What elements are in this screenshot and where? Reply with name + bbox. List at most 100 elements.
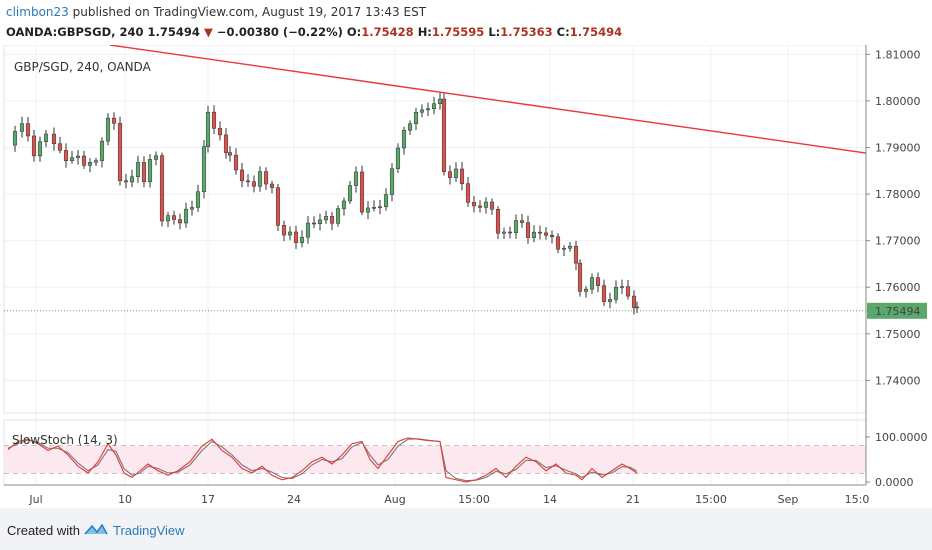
author-link[interactable]: climbon23 [6, 5, 69, 19]
candle-body [129, 176, 135, 183]
close-label: C: [556, 25, 570, 39]
candle-body [407, 123, 413, 131]
candle-body [507, 231, 513, 234]
candle-body [459, 168, 465, 184]
high-value: 1.75595 [431, 25, 485, 39]
candle-body [269, 183, 275, 188]
candle-body [245, 180, 251, 183]
candle-body [217, 128, 223, 136]
candle-body [317, 219, 323, 224]
candle-body [323, 216, 329, 221]
candle-body [299, 236, 305, 243]
candle-body [589, 277, 595, 290]
candle-body [123, 180, 129, 183]
candle-body [81, 155, 87, 166]
price-chart[interactable]: 1.81000 1.80000 1.79000 1.78000 1.77000 1.760… [0, 45, 932, 508]
candle-body [619, 286, 625, 288]
publish-text: published on TradingView.com, August 19,… [72, 5, 427, 19]
candle-body [573, 245, 579, 264]
candle-body [147, 159, 153, 183]
candle-body [347, 185, 353, 202]
candle-body [537, 231, 543, 234]
candle-body [227, 152, 233, 156]
candle-body [549, 235, 555, 238]
candle-body [359, 171, 365, 213]
price-tick-label: 1.80000 [875, 95, 921, 108]
stoch-lines [7, 437, 638, 483]
stoch-title: SlowStoch (14, 3) [12, 433, 118, 447]
candle-body [201, 146, 207, 193]
tradingview-link[interactable]: TradingView [113, 523, 185, 538]
high-label: H: [417, 25, 432, 39]
candle-body [195, 191, 201, 208]
candle-body [57, 143, 63, 151]
candle-body [223, 134, 229, 153]
candle-body [99, 140, 105, 161]
candle-body [431, 103, 437, 109]
price-tick-label: 1.74000 [875, 374, 921, 387]
price-pane [3, 45, 867, 414]
price-change: −0.00380 (−0.22%) [216, 25, 343, 39]
candle-body [329, 216, 335, 224]
candle-body [489, 201, 495, 210]
candle-body [389, 168, 395, 195]
candle-body [159, 155, 165, 222]
last-price-tag: 1.75494 [867, 302, 927, 319]
candle-body [12, 131, 18, 146]
candle-body [105, 117, 111, 142]
candle-body [583, 288, 589, 292]
stoch-band [4, 446, 866, 473]
candle-body [117, 123, 123, 182]
created-with-text: Created with [7, 523, 80, 538]
candle-body [495, 209, 501, 234]
candle-body [453, 168, 459, 178]
candle-body [441, 98, 447, 172]
time-tick-label: 15:00 [458, 493, 490, 506]
candle-body [305, 222, 311, 238]
stoch-tick-label: 0.0000 [875, 476, 914, 489]
price-tick-label: 1.77000 [875, 235, 921, 248]
close-value: 1.75494 [569, 25, 623, 39]
candle-body [51, 133, 57, 145]
time-tick-label: Sep [778, 493, 799, 506]
candle-body [141, 162, 147, 183]
last-price: 1.75494 [147, 25, 200, 39]
candle-body [63, 150, 69, 161]
candle-body [525, 222, 531, 238]
candle-body [371, 207, 377, 209]
candle-body [183, 208, 189, 224]
price-tick-label: 1.78000 [875, 188, 921, 201]
candle-body [577, 262, 583, 292]
candle-body [239, 169, 245, 182]
candle-body [601, 285, 607, 302]
stoch-k-line [7, 437, 638, 483]
candle-body [555, 236, 561, 250]
candle-body [153, 155, 159, 160]
symbol-label: OANDA:GBPSGD, 240 [6, 25, 144, 39]
candle-body [25, 123, 31, 137]
candle-body [513, 220, 519, 234]
candle-body [413, 111, 419, 124]
candle-body [634, 306, 640, 309]
trendline[interactable] [109, 45, 867, 154]
time-tick-label: 24 [287, 493, 301, 506]
candle-body [75, 155, 81, 158]
candle-body [341, 200, 347, 209]
candle-body [281, 225, 287, 236]
price-tick-label: 1.76000 [875, 281, 921, 294]
time-tick-label: 21 [626, 493, 640, 506]
candle-body [465, 183, 471, 203]
candle-body [257, 171, 263, 187]
chart-title: GBP/SGD, 240, OANDA [14, 60, 152, 74]
candle-body [165, 215, 171, 222]
candle-body [87, 162, 93, 166]
last-price-tag-text: 1.75494 [875, 305, 921, 318]
candle-body [93, 160, 99, 163]
candle-body [377, 206, 383, 209]
time-tick-label: Aug [384, 493, 405, 506]
open-value: 1.75428 [361, 25, 414, 39]
candle-body [595, 277, 601, 286]
candle-body [383, 194, 389, 208]
candle-body [31, 135, 37, 157]
candle-body [335, 208, 341, 224]
